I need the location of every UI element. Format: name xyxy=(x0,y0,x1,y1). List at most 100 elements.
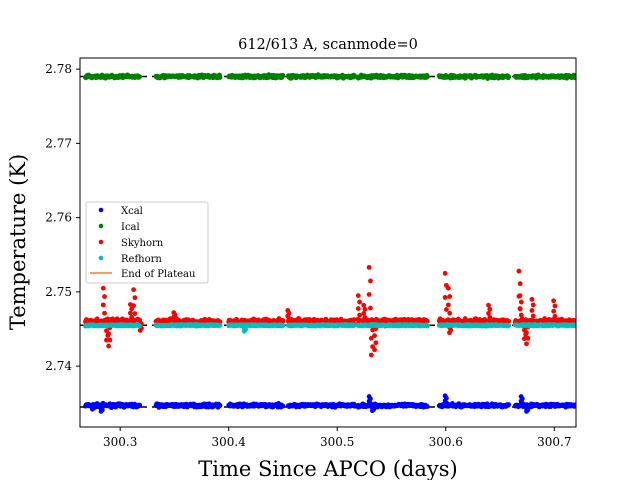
skyhorn-spike-point xyxy=(355,306,361,311)
skyhorn-spike-point xyxy=(518,312,524,318)
skyhorn-spike-point xyxy=(362,306,368,312)
skyhorn-spike-point xyxy=(447,310,453,316)
series-ical xyxy=(83,72,576,81)
y-tick-label: 2.78 xyxy=(45,62,72,76)
skyhorn-spike-point xyxy=(447,330,452,336)
skyhorn-spike-point xyxy=(373,340,379,346)
legend-marker-xcal xyxy=(98,207,104,213)
xcal-spike-point xyxy=(442,393,448,399)
plot-frame xyxy=(79,57,577,428)
skyhorn-spike-point xyxy=(487,315,493,320)
xcal-spike-point xyxy=(98,409,104,414)
legend-label-refhorn: Refhorn xyxy=(121,254,162,265)
skyhorn-spike-point xyxy=(129,306,135,312)
skyhorn-spike-point xyxy=(372,347,377,353)
xcal-point xyxy=(573,403,576,409)
skyhorn-spike-point xyxy=(529,308,535,313)
skyhorn-spike-point xyxy=(361,302,367,308)
ical-point xyxy=(217,75,223,80)
legend-entry-refhorn: Refhorn xyxy=(98,254,162,265)
chart-title: 612/613 A, scanmode=0 xyxy=(238,37,418,53)
skyhorn-spike-point xyxy=(551,298,557,304)
skyhorn-spike-point xyxy=(107,337,113,343)
skyhorn-spike-point xyxy=(361,311,367,316)
skyhorn-spike-point xyxy=(132,295,138,301)
xcal-point xyxy=(217,403,223,408)
x-tick-label: 300.6 xyxy=(429,435,463,449)
legend-label-end-of-plateau: End of Plateau xyxy=(121,269,196,280)
x-tick-label: 300.4 xyxy=(212,435,247,449)
xcal-spike-point xyxy=(89,406,95,412)
skyhorn-point xyxy=(351,317,357,323)
skyhorn-spike-point xyxy=(106,343,112,349)
skyhorn-spike-point xyxy=(444,307,449,312)
skyhorn-spike-point xyxy=(362,315,368,320)
refhorn-point xyxy=(217,322,223,328)
ical-point xyxy=(424,74,430,80)
skyhorn-point xyxy=(424,318,430,324)
skyhorn-spike-point xyxy=(445,302,451,308)
skyhorn-spike-point xyxy=(442,295,448,300)
refhorn-point xyxy=(137,323,143,329)
skyhorn-spike-point xyxy=(529,296,535,302)
ical-point xyxy=(573,73,576,78)
ical-point xyxy=(506,74,512,80)
y-tick-label: 2.77 xyxy=(45,136,72,150)
skyhorn-spike-point xyxy=(137,328,143,333)
skyhorn-spike-point xyxy=(368,278,373,284)
skyhorn-spike-point xyxy=(102,310,107,316)
xcal-spike-point xyxy=(369,408,375,414)
legend-entry-end-of-plateau: End of Plateau xyxy=(90,269,196,280)
skyhorn-spike-point xyxy=(372,333,377,339)
legend-entry-xcal: Xcal xyxy=(98,206,143,217)
xcal-point xyxy=(137,402,143,408)
series-refhorn xyxy=(83,321,576,334)
skyhorn-point xyxy=(506,318,512,324)
skyhorn-point xyxy=(137,317,143,323)
skyhorn-point xyxy=(280,318,286,323)
axes: 300.3 300.4 300.5 300.6 300.7 2.74 2.75 2.76 2.7… xyxy=(45,62,571,449)
xcal-spike-point xyxy=(524,409,529,414)
y-tick-label: 2.74 xyxy=(45,359,72,373)
skyhorn-spike-point xyxy=(524,341,529,347)
skyhorn-spike-point xyxy=(355,293,361,298)
skyhorn-spike-point xyxy=(366,292,372,297)
skyhorn-spike-point xyxy=(447,294,453,299)
y-tick-label: 2.76 xyxy=(45,211,72,225)
skyhorn-spike-point xyxy=(517,293,523,298)
skyhorn-spike-point xyxy=(106,331,112,337)
ical-point xyxy=(280,72,286,78)
skyhorn-spike-point xyxy=(171,310,177,316)
skyhorn-spike-point xyxy=(368,335,374,341)
xcal-spike-point xyxy=(518,394,524,399)
skyhorn-spike-point xyxy=(445,285,451,291)
y-tick-label: 2.75 xyxy=(45,285,72,299)
legend-marker-skyhorn xyxy=(98,239,104,245)
x-axis-label: Time Since APCO (days) xyxy=(198,457,457,480)
skyhorn-spike-point xyxy=(524,330,529,336)
y-axis-label: Temperature (K) xyxy=(6,154,30,330)
skyhorn-spike-point xyxy=(530,302,536,308)
legend: Xcal Ical Skyhorn Refhorn End of Plateau xyxy=(85,201,209,284)
skyhorn-spike-point xyxy=(516,268,522,274)
skyhorn-spike-point xyxy=(104,337,109,343)
xcal-point xyxy=(506,402,512,407)
series-xcal xyxy=(83,393,576,414)
refhorn-spike-point xyxy=(241,328,247,334)
skyhorn-spike-point xyxy=(552,303,558,309)
skyhorn-spike-point xyxy=(518,299,524,305)
legend-entry-skyhorn: Skyhorn xyxy=(98,238,164,249)
skyhorn-spike-point xyxy=(357,299,362,305)
skyhorn-spike-point xyxy=(366,264,372,270)
legend-entry-ical: Ical xyxy=(98,222,140,233)
ical-point xyxy=(137,74,143,80)
skyhorn-spike-point xyxy=(102,294,107,299)
x-tick-label: 300.5 xyxy=(320,435,354,449)
skyhorn-spike-point xyxy=(442,270,448,276)
refhorn-point xyxy=(506,323,512,328)
skyhorn-spike-point xyxy=(552,313,558,319)
skyhorn-spike-point xyxy=(100,285,106,291)
skyhorn-spike-point xyxy=(131,287,137,293)
xcal-point xyxy=(424,404,430,409)
skyhorn-spike-point xyxy=(486,311,491,316)
